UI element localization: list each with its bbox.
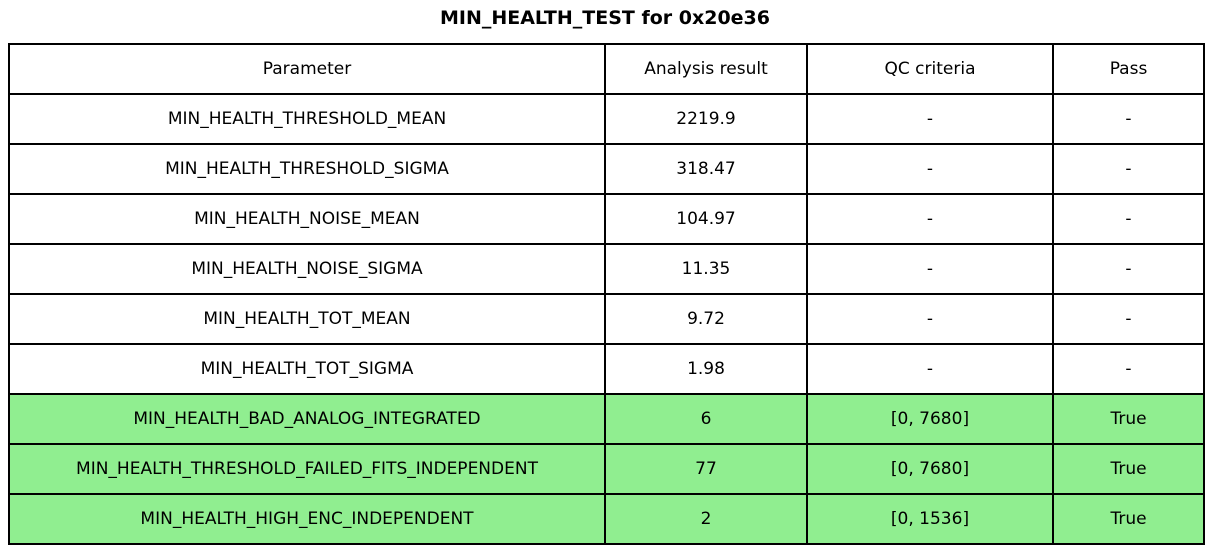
table-row: MIN_HEALTH_THRESHOLD_SIGMA 318.47 - -	[8, 143, 1205, 195]
cell-analysis-result: 1.98	[604, 343, 808, 395]
cell-qc-criteria: -	[806, 93, 1054, 145]
cell-qc-criteria: -	[806, 343, 1054, 395]
cell-analysis-result: 9.72	[604, 293, 808, 345]
cell-pass: True	[1052, 443, 1205, 495]
header-row: Parameter Analysis result QC criteria Pa…	[8, 43, 1205, 95]
cell-qc-criteria: -	[806, 243, 1054, 295]
cell-analysis-result: 2	[604, 493, 808, 545]
cell-parameter: MIN_HEALTH_HIGH_ENC_INDEPENDENT	[8, 493, 606, 545]
table-row-pass: MIN_HEALTH_BAD_ANALOG_INTEGRATED 6 [0, 7…	[8, 393, 1205, 445]
cell-parameter: MIN_HEALTH_BAD_ANALOG_INTEGRATED	[8, 393, 606, 445]
column-header-pass: Pass	[1052, 43, 1205, 95]
table-body: MIN_HEALTH_THRESHOLD_MEAN 2219.9 - - MIN…	[8, 93, 1205, 545]
cell-pass: True	[1052, 493, 1205, 545]
cell-analysis-result: 318.47	[604, 143, 808, 195]
table-row-pass: MIN_HEALTH_HIGH_ENC_INDEPENDENT 2 [0, 15…	[8, 493, 1205, 545]
cell-parameter: MIN_HEALTH_THRESHOLD_MEAN	[8, 93, 606, 145]
column-header-parameter: Parameter	[8, 43, 606, 95]
column-header-analysis-result: Analysis result	[604, 43, 808, 95]
cell-pass: -	[1052, 143, 1205, 195]
cell-parameter: MIN_HEALTH_NOISE_MEAN	[8, 193, 606, 245]
figure-title: MIN_HEALTH_TEST for 0x20e36	[439, 7, 771, 29]
cell-qc-criteria: [0, 1536]	[806, 493, 1054, 545]
cell-pass: -	[1052, 343, 1205, 395]
table-row: MIN_HEALTH_TOT_MEAN 9.72 - -	[8, 293, 1205, 345]
cell-parameter: MIN_HEALTH_NOISE_SIGMA	[8, 243, 606, 295]
column-header-qc-criteria: QC criteria	[806, 43, 1054, 95]
qc-results-table: Parameter Analysis result QC criteria Pa…	[8, 43, 1205, 545]
cell-parameter: MIN_HEALTH_THRESHOLD_FAILED_FITS_INDEPEN…	[8, 443, 606, 495]
cell-pass: -	[1052, 293, 1205, 345]
cell-parameter: MIN_HEALTH_TOT_SIGMA	[8, 343, 606, 395]
table-row: MIN_HEALTH_NOISE_SIGMA 11.35 - -	[8, 243, 1205, 295]
table-row-pass: MIN_HEALTH_THRESHOLD_FAILED_FITS_INDEPEN…	[8, 443, 1205, 495]
table-row: MIN_HEALTH_TOT_SIGMA 1.98 - -	[8, 343, 1205, 395]
cell-parameter: MIN_HEALTH_TOT_MEAN	[8, 293, 606, 345]
cell-analysis-result: 104.97	[604, 193, 808, 245]
cell-qc-criteria: [0, 7680]	[806, 393, 1054, 445]
cell-qc-criteria: [0, 7680]	[806, 443, 1054, 495]
cell-analysis-result: 11.35	[604, 243, 808, 295]
cell-analysis-result: 77	[604, 443, 808, 495]
cell-qc-criteria: -	[806, 193, 1054, 245]
table-row: MIN_HEALTH_NOISE_MEAN 104.97 - -	[8, 193, 1205, 245]
cell-qc-criteria: -	[806, 293, 1054, 345]
cell-qc-criteria: -	[806, 143, 1054, 195]
cell-pass: -	[1052, 93, 1205, 145]
cell-pass: -	[1052, 193, 1205, 245]
cell-analysis-result: 6	[604, 393, 808, 445]
cell-pass: True	[1052, 393, 1205, 445]
cell-analysis-result: 2219.9	[604, 93, 808, 145]
cell-parameter: MIN_HEALTH_THRESHOLD_SIGMA	[8, 143, 606, 195]
cell-pass: -	[1052, 243, 1205, 295]
table-row: MIN_HEALTH_THRESHOLD_MEAN 2219.9 - -	[8, 93, 1205, 145]
